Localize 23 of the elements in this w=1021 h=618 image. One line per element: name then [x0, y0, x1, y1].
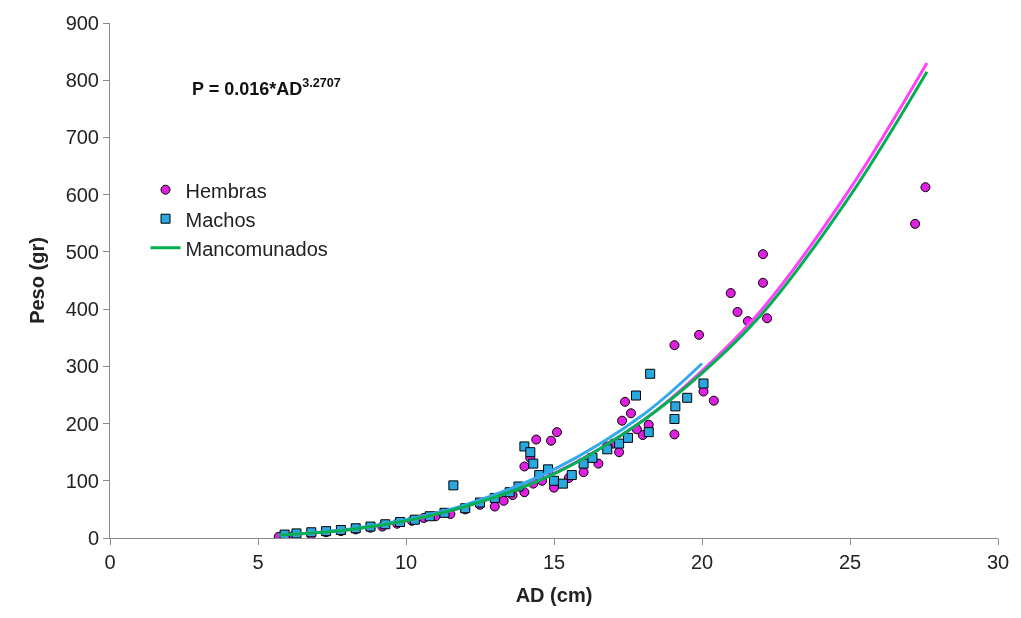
x-tick-label: 10	[394, 551, 418, 573]
x-tick-label: 15	[542, 551, 566, 573]
y-tick-label: 300	[65, 355, 99, 378]
y-tick-label: 400	[65, 298, 99, 321]
y-tick-label: 800	[65, 69, 99, 92]
y-tick-label: 600	[65, 183, 99, 206]
x-axis-title: AD (cm)	[515, 583, 593, 606]
y-tick-label: 500	[65, 240, 99, 263]
x-tick-label: 5	[252, 551, 264, 573]
y-tick-label: 0	[87, 527, 99, 549]
x-tick-label: 25	[838, 551, 862, 573]
x-tick-label: 0	[104, 551, 116, 573]
y-tick-label: 700	[65, 126, 99, 149]
annotation: P = 0.016*AD$^{3.2707}$	[192, 76, 341, 99]
y-tick-label: 900	[65, 12, 99, 34]
x-tick-label: 30	[986, 551, 1010, 573]
y-tick-label: 100	[65, 469, 99, 492]
legend-label: Hembras	[185, 179, 267, 202]
y-axis-title: Peso (gr)	[26, 237, 49, 324]
x-tick-label: 20	[690, 551, 714, 573]
legend-label: Machos	[185, 208, 256, 231]
y-tick-label: 200	[65, 412, 99, 435]
legend-label: Mancomunados	[185, 237, 328, 260]
